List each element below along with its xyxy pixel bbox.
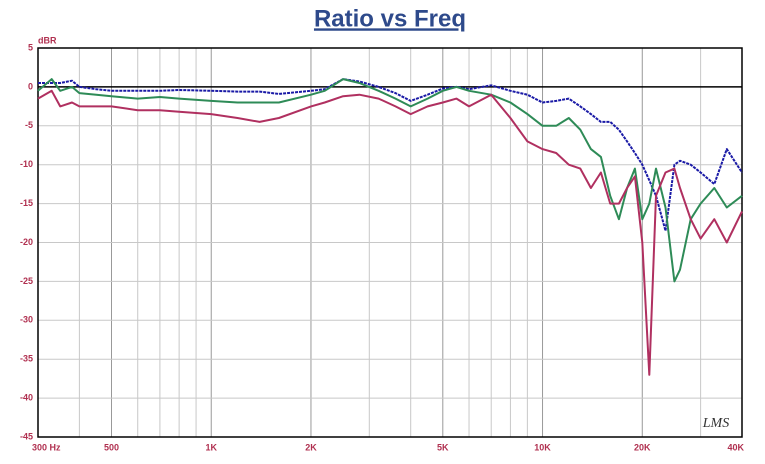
x-tick-label: 40K (727, 442, 744, 452)
y-tick-label: -40 (20, 392, 33, 402)
y-tick-label: -30 (20, 315, 33, 325)
y-tick-label: 5 (28, 42, 33, 52)
x-tick-label: 1K (205, 442, 217, 452)
x-tick-label: 20K (634, 442, 651, 452)
plot-frame (37, 47, 743, 438)
x-tick-label: 5K (437, 442, 449, 452)
y-tick-label: -15 (20, 198, 33, 208)
data-line (38, 78, 743, 232)
data-line (37, 78, 743, 283)
y-tick-label: -20 (20, 237, 33, 247)
x-tick-label: 10K (534, 442, 551, 452)
watermark: LMS (702, 416, 729, 431)
y-tick-label: -10 (20, 159, 33, 169)
y-tick-label: -5 (25, 120, 33, 130)
y-tick-label: -35 (20, 354, 33, 364)
data-line (37, 89, 743, 376)
x-tick-label: 300 Hz (32, 442, 61, 452)
y-tick-label: -25 (20, 276, 33, 286)
y-tick-label: -45 (20, 431, 33, 441)
x-tick-label: 2K (305, 442, 317, 452)
chart-title: Ratio vs Freq (314, 5, 466, 32)
x-tick-label: 500 (104, 442, 119, 452)
y-tick-label: 0 (28, 81, 33, 91)
y-axis-label: dBR (38, 35, 57, 45)
